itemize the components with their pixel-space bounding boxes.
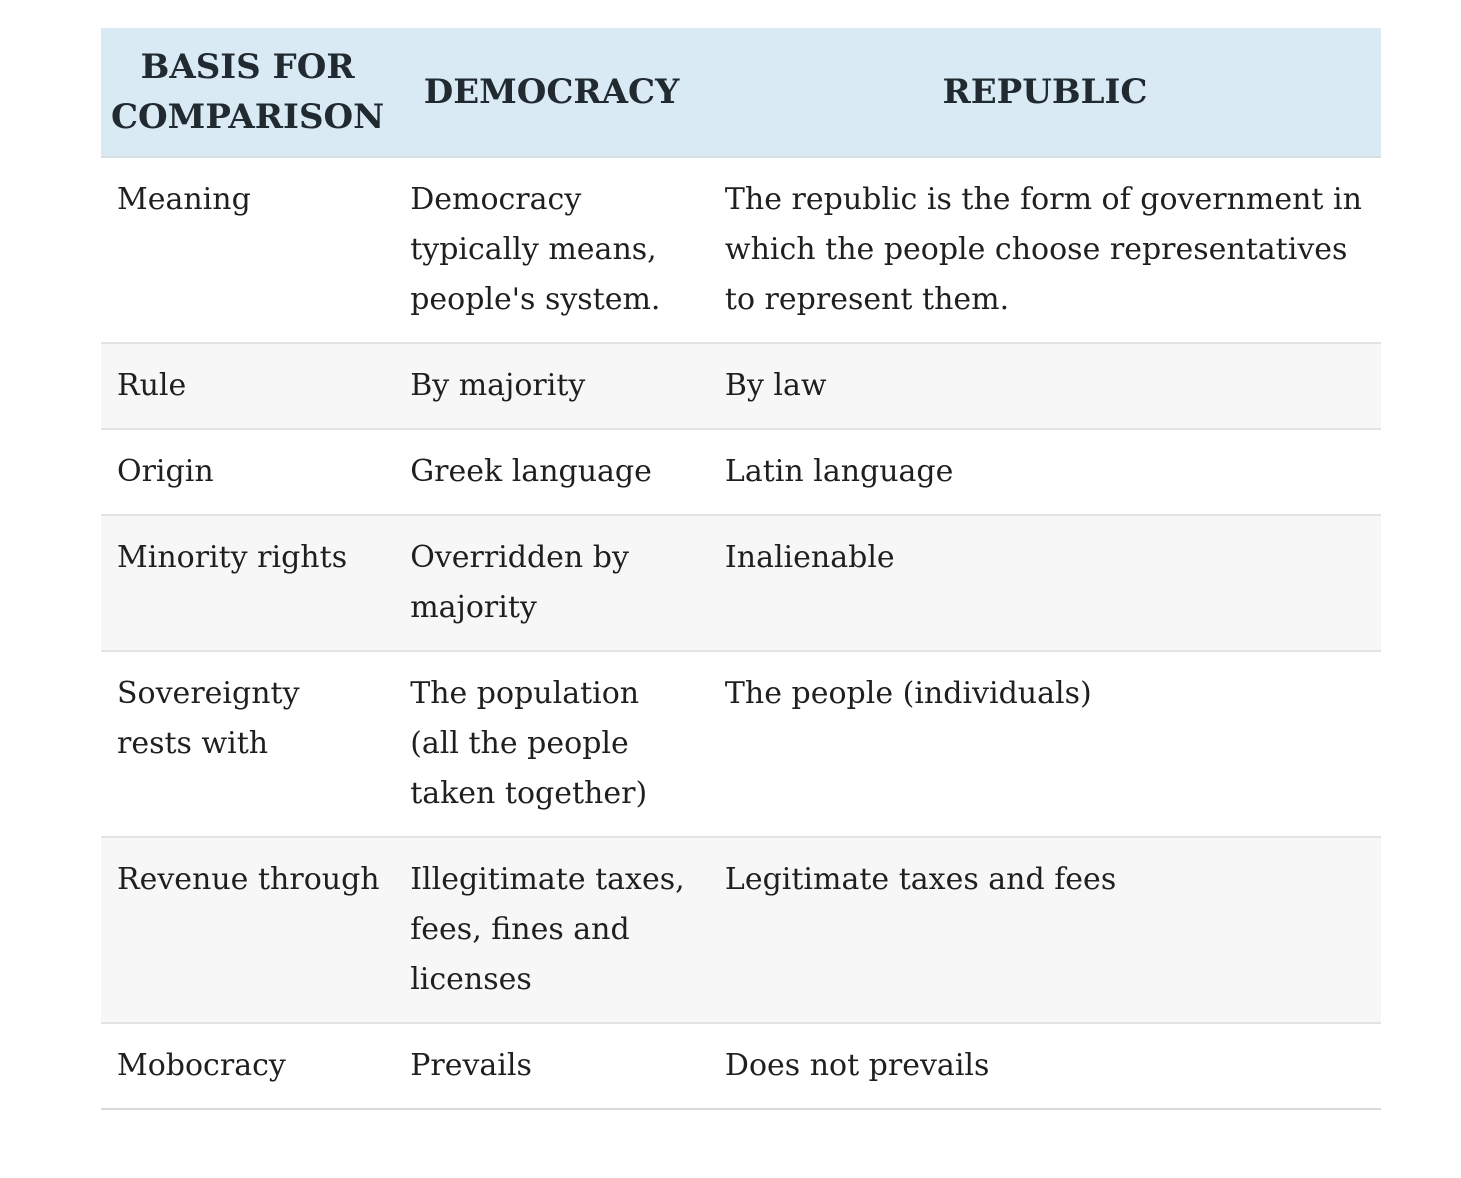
democracy-cell: Greek language (410, 454, 652, 489)
republic-cell: The republic is the form of government i… (724, 182, 1362, 317)
table-row: Minority rights Overridden by majority I… (101, 515, 1381, 651)
column-header-democracy: DEMOCRACY (394, 28, 709, 158)
republic-cell: Inalienable (724, 540, 895, 575)
header-row: BASIS FOR COMPARISON DEMOCRACY REPUBLIC (101, 28, 1381, 158)
basis-cell: Meaning (117, 182, 251, 217)
republic-cell: By law (724, 368, 827, 403)
republic-cell: Does not prevails (724, 1048, 990, 1083)
basis-cell: Rule (117, 368, 187, 403)
basis-cell: Minority rights (117, 540, 348, 575)
table-row: Sovereignty rests with The population (a… (101, 651, 1381, 837)
democracy-cell: Illegitimate taxes, fees, fines and lice… (410, 862, 685, 997)
comparison-table: BASIS FOR COMPARISON DEMOCRACY REPUBLIC … (101, 28, 1381, 1110)
column-header-basis: BASIS FOR COMPARISON (101, 28, 395, 158)
column-header-republic: REPUBLIC (708, 28, 1381, 158)
basis-cell: Mobocracy (117, 1048, 286, 1083)
basis-cell: Revenue through (117, 862, 380, 897)
table-row: Rule By majority By law (101, 343, 1381, 429)
democracy-cell: By majority (410, 368, 586, 403)
basis-cell: Origin (117, 454, 214, 489)
republic-cell: Latin language (724, 454, 954, 489)
republic-cell: Legitimate taxes and fees (724, 862, 1117, 897)
table-row: Origin Greek language Latin language (101, 429, 1381, 515)
basis-cell: Sovereignty rests with (117, 676, 300, 761)
table-row: Revenue through Illegitimate taxes, fees… (101, 837, 1381, 1023)
democracy-cell: Overridden by majority (410, 540, 629, 625)
republic-cell: The people (individuals) (724, 676, 1092, 711)
democracy-cell: Democracy typically means, people's syst… (410, 182, 661, 317)
democracy-cell: The population (all the people taken tog… (410, 676, 648, 811)
democracy-cell: Prevails (410, 1048, 532, 1083)
table-row: Meaning Democracy typically means, peopl… (101, 157, 1381, 343)
table-row: Mobocracy Prevails Does not prevails (101, 1023, 1381, 1109)
